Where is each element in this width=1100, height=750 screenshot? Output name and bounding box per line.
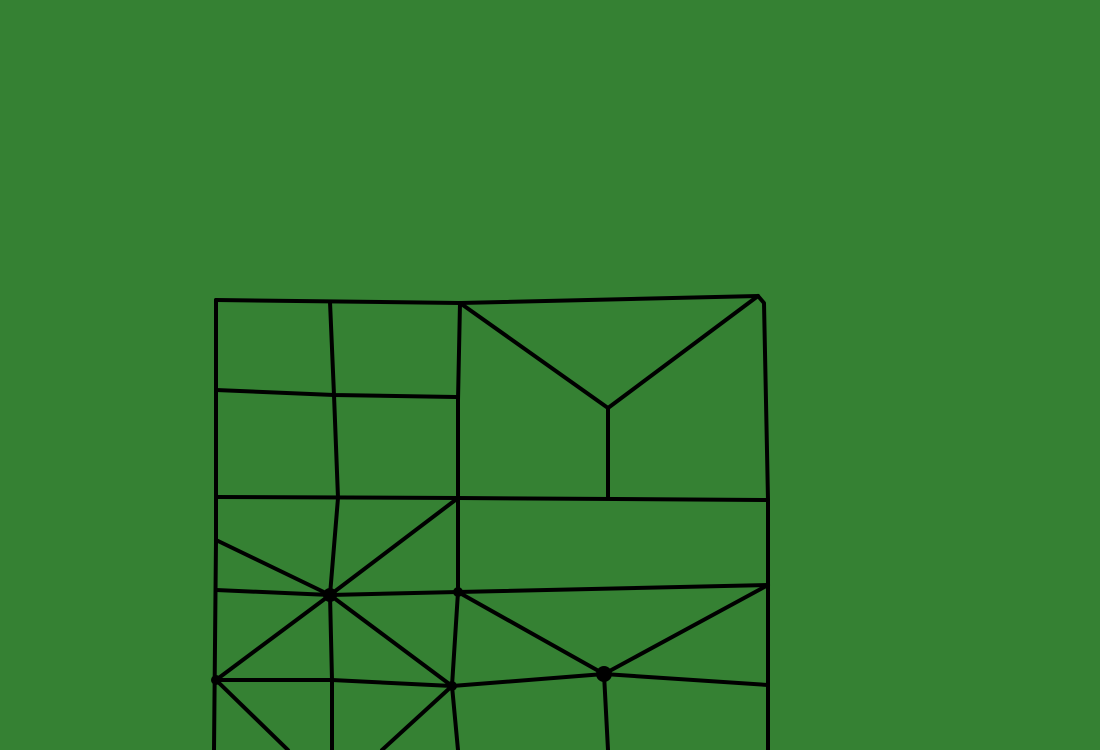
star-junction-node [323,588,337,602]
outer-right-edge [756,294,770,750]
middle-horizontal-line [214,495,770,502]
y-right-arm [606,294,760,410]
lower-right-upper-horizontal [456,583,770,594]
lower-left-vertical [328,496,340,750]
left-lower-junction-node [211,675,221,685]
outer-top-edge [214,294,760,305]
upper-mid-vertical [456,301,462,500]
y-left-arm [458,301,610,410]
lower-v-junction-node [596,666,612,682]
upper-left-horizontal [214,388,458,399]
bottom-left-diagonal [214,678,290,750]
lower-v-stem [602,672,610,750]
lower-mid-vertical [450,496,460,750]
lower-v-right-arm [602,583,770,676]
center-lower-junction-node [447,681,457,691]
lower-v-left-arm [456,590,606,676]
bottom-mid-diagonal [380,684,454,750]
middle-junction-node [453,587,463,597]
upper-left-vertical [328,300,340,500]
lower-horizontal-line [214,672,770,688]
